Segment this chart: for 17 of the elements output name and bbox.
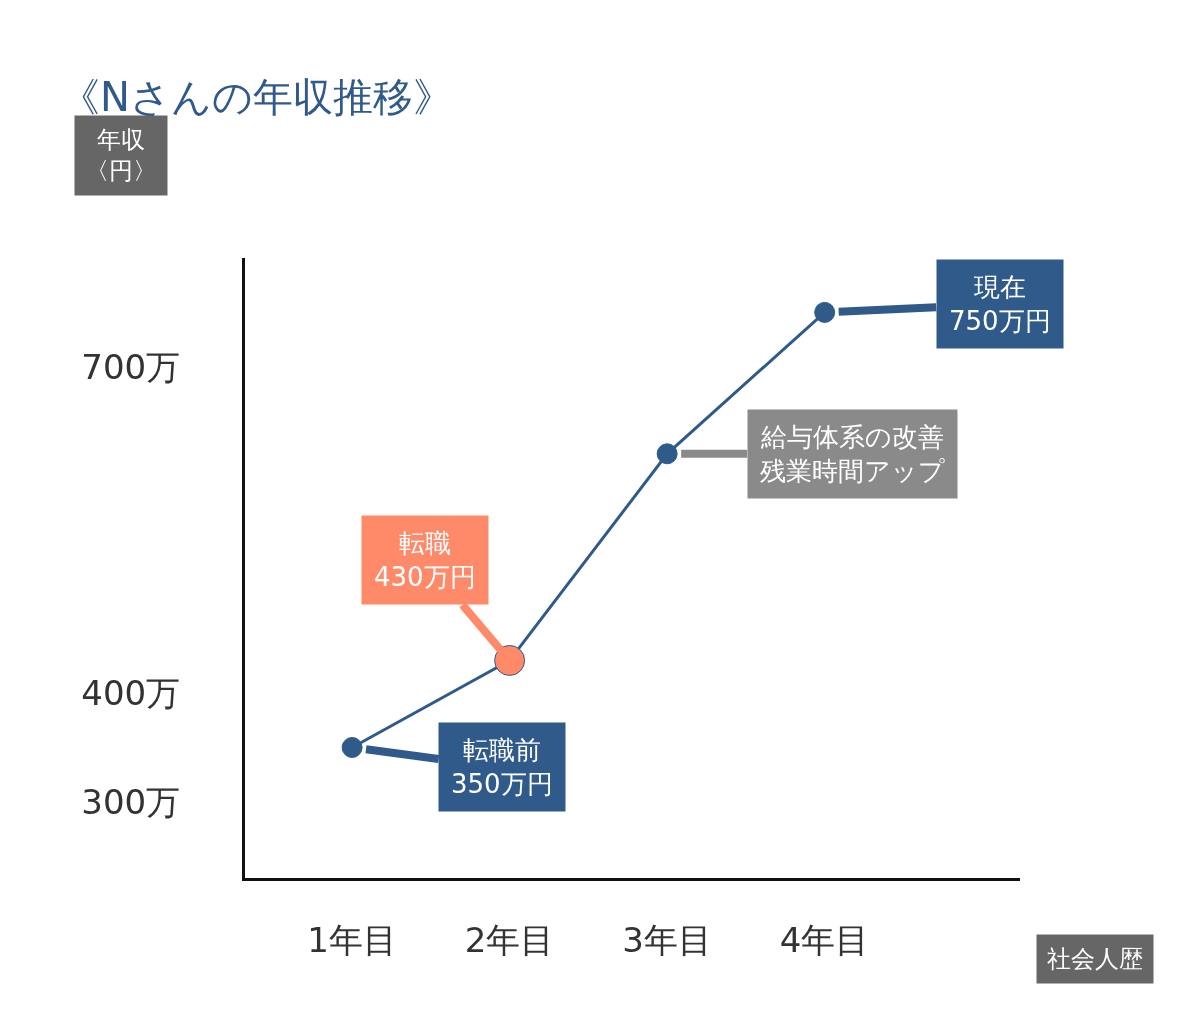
y-tick-label: 300万 xyxy=(81,781,181,822)
y-axis-title: 年収〈円〉 xyxy=(85,126,157,186)
chart-title: 《Nさんの年収推移》 xyxy=(60,73,453,120)
annotation: 給与体系の改善残業時間アップ xyxy=(760,422,945,486)
x-tick-label: 4年目 xyxy=(779,919,870,960)
point xyxy=(814,301,836,323)
x-tick-label: 3年目 xyxy=(622,919,712,960)
annotation: 現在 750万円 xyxy=(949,272,1051,336)
y-tick-label: 400万 xyxy=(81,672,181,713)
x-axis-title: 社会人歴 xyxy=(1047,945,1143,973)
annotation: 転職 430万円 xyxy=(374,528,476,592)
annotation: 転職前 350万円 xyxy=(451,735,553,799)
point xyxy=(656,443,678,465)
y-tick-label: 700万 xyxy=(81,346,181,387)
x-tick-label: 2年目 xyxy=(464,919,555,960)
point xyxy=(341,736,363,758)
x-tick-label: 1年目 xyxy=(307,919,397,960)
